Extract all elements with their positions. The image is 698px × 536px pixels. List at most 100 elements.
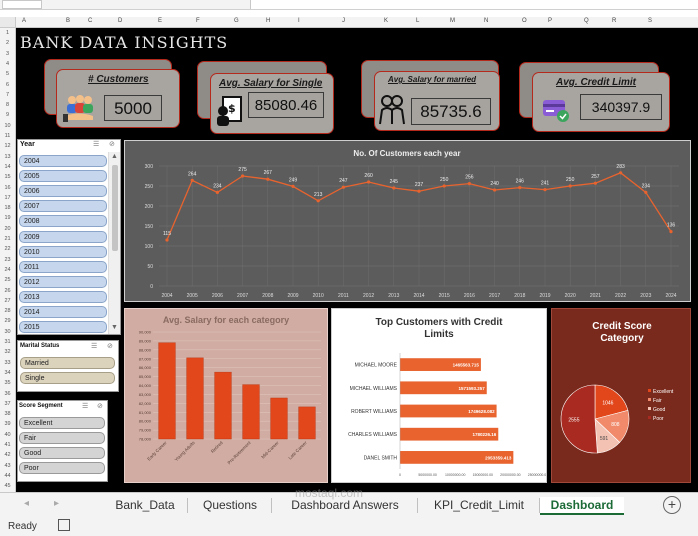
data-point[interactable] <box>190 178 194 182</box>
data-point[interactable] <box>568 184 572 188</box>
row-header[interactable]: 40 <box>4 431 11 438</box>
row-header[interactable]: 20 <box>4 225 11 232</box>
row-header[interactable]: 3 <box>5 50 10 57</box>
column-header-e[interactable]: E <box>158 18 163 24</box>
data-point[interactable] <box>518 186 522 190</box>
slicer-year-item[interactable]: 2005 <box>19 170 107 183</box>
slicer-year-item[interactable]: 2013 <box>19 290 107 303</box>
scroll-up-icon[interactable]: ▲ <box>111 153 118 160</box>
column-header-p[interactable]: P <box>548 18 553 24</box>
credit-score-panel[interactable]: Credit Score Category 1046 808 591 2555 Excell… <box>551 308 691 483</box>
tab-kpi-credit-limit[interactable]: KPI_Credit_Limit <box>433 498 525 512</box>
row-header[interactable]: 27 <box>4 297 11 304</box>
row-header[interactable]: 19 <box>4 215 11 222</box>
row-header[interactable]: 36 <box>4 390 11 397</box>
row-header[interactable]: 45 <box>4 483 11 490</box>
row-header[interactable]: 32 <box>4 349 11 356</box>
multi-select-icon[interactable]: ☰ <box>82 403 89 410</box>
bar[interactable] <box>298 406 316 440</box>
row-header[interactable]: 37 <box>4 400 11 407</box>
data-point[interactable] <box>493 188 497 192</box>
tab-dashboard-answers[interactable]: Dashboard Answers <box>291 498 399 512</box>
add-sheet-icon[interactable]: + <box>663 496 681 514</box>
bar[interactable] <box>270 397 288 440</box>
column-header-k[interactable]: K <box>384 18 389 24</box>
data-point[interactable] <box>644 190 648 194</box>
column-header-a[interactable]: A <box>22 18 27 24</box>
row-header[interactable]: 22 <box>4 246 11 253</box>
slicer-marital-item[interactable]: Single <box>20 372 115 384</box>
data-point[interactable] <box>467 182 471 186</box>
data-point[interactable] <box>392 186 396 190</box>
row-header[interactable]: 30 <box>4 328 11 335</box>
row-header[interactable]: 4 <box>5 60 10 67</box>
pie-slice[interactable] <box>594 384 629 420</box>
row-header[interactable]: 15 <box>4 174 11 181</box>
data-point[interactable] <box>669 230 673 234</box>
data-point[interactable] <box>165 238 169 242</box>
row-header[interactable]: 42 <box>4 452 11 459</box>
column-header-r[interactable]: R <box>612 18 617 24</box>
prev-sheet-icon[interactable]: ◂ <box>24 498 30 509</box>
slicer-marital-item[interactable]: Married <box>20 357 115 369</box>
row-header[interactable]: 11 <box>4 133 11 139</box>
select-all-corner[interactable] <box>0 17 16 28</box>
column-header-i[interactable]: I <box>298 18 300 24</box>
row-header[interactable]: 35 <box>4 380 11 387</box>
clear-filter-icon[interactable]: ⊘ <box>97 403 103 410</box>
row-header[interactable]: 39 <box>4 421 11 428</box>
bar[interactable] <box>400 427 499 441</box>
bar[interactable] <box>242 384 260 440</box>
row-header[interactable]: 2 <box>5 40 10 47</box>
row-header[interactable]: 12 <box>4 143 11 150</box>
pie-slice[interactable] <box>560 384 598 454</box>
scroll-down-icon[interactable]: ▼ <box>111 324 118 331</box>
clear-filter-icon[interactable]: ⊘ <box>107 343 113 350</box>
row-header[interactable]: 21 <box>4 236 11 242</box>
scroll-thumb[interactable] <box>112 165 118 251</box>
line-chart-panel[interactable]: No. Of Customers each year 0 50 100 150 200 25… <box>124 140 691 302</box>
row-header[interactable]: 24 <box>4 266 11 273</box>
bar[interactable] <box>214 371 232 440</box>
row-header[interactable]: 16 <box>4 184 11 191</box>
column-header-f[interactable]: F <box>196 18 200 24</box>
avg-salary-panel[interactable]: Avg. Salary for each category 78,000 79,00… <box>124 308 328 483</box>
slicer-year-item[interactable]: 2009 <box>19 230 107 243</box>
tab-bank-data[interactable]: Bank_Data <box>115 498 175 512</box>
row-header[interactable]: 18 <box>4 205 11 212</box>
row-header[interactable]: 25 <box>4 277 11 284</box>
column-header-s[interactable]: S <box>648 18 653 24</box>
row-header[interactable]: 38 <box>4 411 11 418</box>
data-point[interactable] <box>215 190 219 194</box>
slicer-year-item[interactable]: 2004 <box>19 155 107 167</box>
row-header[interactable]: 26 <box>4 287 11 294</box>
row-header[interactable]: 31 <box>4 339 11 345</box>
row-header[interactable]: 5 <box>5 71 10 78</box>
row-header[interactable]: 13 <box>4 153 11 160</box>
row-header[interactable]: 28 <box>4 308 11 315</box>
data-point[interactable] <box>619 171 623 175</box>
bar[interactable] <box>400 358 481 371</box>
row-headers[interactable]: 1 2 3 4 5 6 7 8 9 10 11 12 13 14 15 16 17 18 19 20 21 22 23 24 2… <box>0 28 16 492</box>
top-customers-panel[interactable]: Top Customers with Credit Limits MICHAEL M… <box>331 308 547 483</box>
row-header[interactable]: 34 <box>4 369 11 376</box>
slicer-year-item[interactable]: 2010 <box>19 245 107 258</box>
data-point[interactable] <box>593 181 597 185</box>
slicer-score-item[interactable]: Excellent <box>19 417 105 429</box>
row-header[interactable]: 7 <box>5 91 10 98</box>
bar[interactable] <box>158 342 176 440</box>
bar[interactable] <box>400 381 487 395</box>
bar[interactable] <box>186 357 204 440</box>
data-point[interactable] <box>291 184 295 188</box>
data-point[interactable] <box>341 185 345 189</box>
accessibility-icon[interactable] <box>58 519 70 531</box>
next-sheet-icon[interactable]: ▸ <box>54 498 60 509</box>
row-header[interactable]: 29 <box>4 318 11 325</box>
row-header[interactable]: 33 <box>4 359 11 366</box>
data-point[interactable] <box>241 174 245 178</box>
slicer-year-item[interactable]: 2012 <box>19 275 107 288</box>
column-header-o[interactable]: O <box>522 18 527 24</box>
slicer-year-item[interactable]: 2011 <box>19 260 107 273</box>
slicer-year-item[interactable]: 2015 <box>19 321 107 334</box>
slicer-year-item[interactable]: 2008 <box>19 215 107 228</box>
